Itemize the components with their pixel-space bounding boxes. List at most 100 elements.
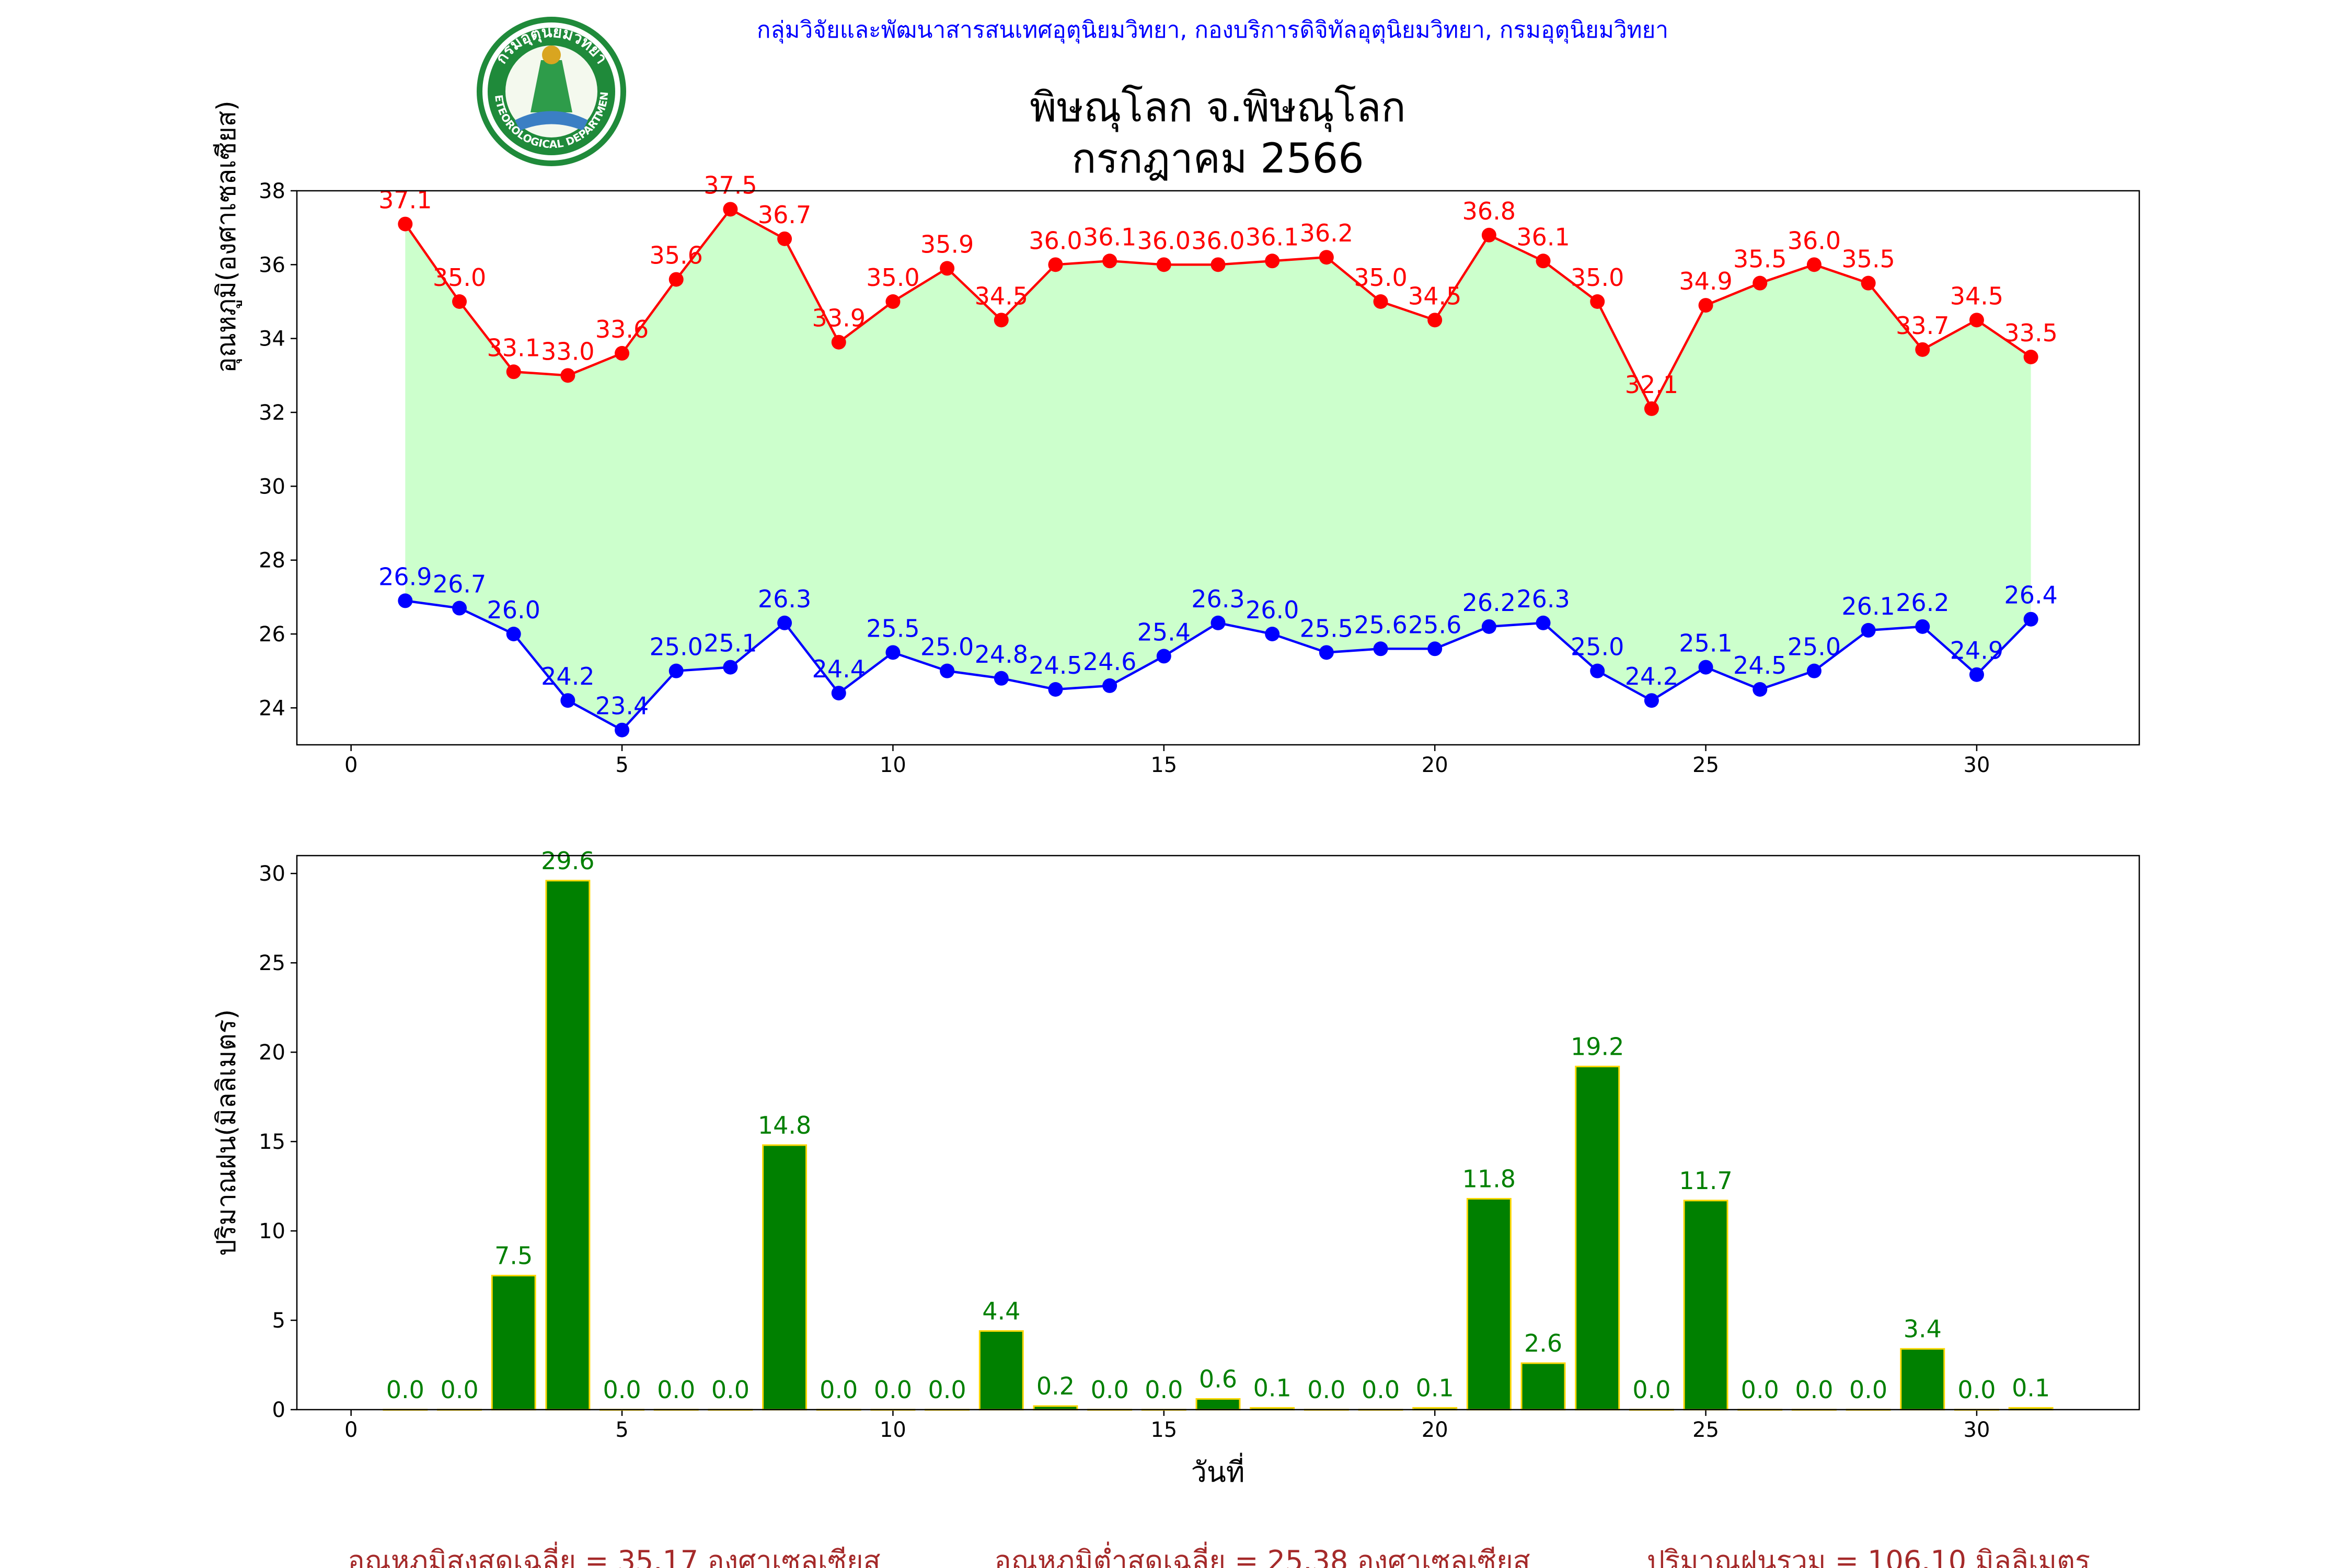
min-temperature-label: 24.2 [1625, 662, 1678, 690]
max-temperature-point [1536, 253, 1551, 269]
rainfall-bar-label: 0.0 [711, 1376, 750, 1404]
temperature-y-axis-label: อุณหภูมิ(องศาเซลเซียส) [211, 100, 242, 373]
max-temperature-point [1102, 253, 1117, 269]
max-temperature-label: 36.0 [1029, 226, 1082, 255]
max-temperature-label: 36.1 [1516, 223, 1570, 251]
y-tick-label: 26 [259, 622, 285, 647]
max-temperature-point [668, 272, 684, 287]
rainfall-bar-label: 0.0 [386, 1376, 424, 1404]
max-temperature-point [2023, 350, 2038, 364]
min-temperature-point [1048, 682, 1063, 697]
max-temperature-label: 36.2 [1300, 219, 1353, 247]
rainfall-bar [978, 1330, 1024, 1411]
max-temperature-label: 36.1 [1246, 223, 1299, 251]
min-temperature-label: 24.5 [1029, 651, 1082, 679]
min-temperature-point [1373, 641, 1388, 656]
min-temperature-label: 26.3 [758, 585, 811, 613]
rainfall-bar-label: 2.6 [1524, 1329, 1562, 1357]
footer-total-rainfall: ปริมาณฝนรวม = 106.10 มิลลิเมตร [1647, 1544, 2090, 1568]
min-temperature-label: 25.6 [1354, 610, 1407, 639]
y-tick-label: 20 [259, 1041, 285, 1065]
rainfall-bar-label: 0.0 [1795, 1376, 1833, 1404]
max-temperature-label: 34.5 [1408, 282, 1461, 310]
x-tick-label: 25 [1692, 753, 1719, 777]
temperature-plot-frame [296, 190, 2140, 746]
min-temperature-point [506, 627, 521, 641]
min-temperature-label: 24.9 [1950, 637, 2003, 665]
min-temperature-label: 25.0 [650, 633, 703, 661]
y-tick-label: 28 [259, 549, 285, 573]
min-temperature-label: 26.0 [487, 596, 540, 624]
max-temperature-point [398, 216, 413, 232]
max-temperature-point [1427, 313, 1443, 328]
max-temperature-label: 34.5 [975, 282, 1028, 310]
x-tick-label: 5 [615, 1418, 628, 1442]
meteorological-department-logo: กรมอุตุนิยมวิทยา METEOROLOGICAL DEPARTME… [477, 17, 626, 166]
rainfall-bar-label: 0.0 [874, 1376, 912, 1404]
max-temperature-label: 33.1 [487, 333, 540, 362]
rainfall-bar [1466, 1198, 1512, 1411]
max-temperature-label: 32.1 [1625, 371, 1678, 399]
min-temperature-point [885, 645, 901, 660]
max-temperature-label: 36.0 [1137, 226, 1191, 255]
min-temperature-point [668, 663, 684, 678]
min-temperature-point [1536, 615, 1551, 630]
min-temperature-point [1156, 649, 1171, 664]
min-temperature-label: 24.6 [1083, 648, 1136, 676]
max-temperature-label: 33.9 [812, 304, 866, 332]
min-temperature-point [2023, 612, 2038, 627]
rainfall-bar-label: 0.6 [1199, 1365, 1237, 1393]
temperature-chart: อุณหภูมิ(องศาเซลเซียส) 0 5 10 15 20 25 30 24 26 2… [211, 100, 2140, 777]
min-temperature-point [994, 671, 1009, 686]
agency-header: กลุ่มวิจัยและพัฒนาสารสนเทศอุตุนิยมวิทยา,… [757, 17, 1668, 44]
x-tick-label: 5 [615, 753, 628, 777]
min-temperature-label: 26.7 [433, 570, 486, 598]
min-temperature-point [831, 686, 846, 701]
min-temperature-point [1481, 619, 1496, 634]
min-temperature-point [1265, 627, 1280, 641]
min-temperature-label: 25.5 [1300, 614, 1353, 642]
max-temperature-point [1644, 401, 1659, 416]
rainfall-bar-label: 0.0 [928, 1376, 966, 1404]
y-tick-label: 15 [259, 1130, 285, 1154]
min-temperature-label: 24.5 [1733, 651, 1786, 679]
rainfall-bar-label: 19.2 [1571, 1032, 1624, 1060]
y-tick-label: 30 [259, 475, 285, 499]
min-temperature-label: 24.4 [812, 655, 866, 683]
max-temperature-label: 33.5 [2004, 319, 2057, 347]
y-tick-label: 5 [272, 1309, 285, 1333]
max-temperature-label: 36.0 [1788, 226, 1841, 255]
max-temperature-point [1698, 298, 1713, 313]
rainfall-bar-label: 7.5 [494, 1242, 533, 1270]
min-temperature-point [560, 693, 575, 708]
rainfall-bar [1575, 1065, 1620, 1411]
x-tick-label: 15 [1150, 753, 1177, 777]
min-temperature-label: 25.1 [704, 629, 757, 658]
y-tick-label: 24 [259, 696, 285, 720]
max-temperature-point [1210, 257, 1226, 272]
min-temperature-point [1590, 663, 1605, 678]
rainfall-bar-label: 0.0 [1091, 1376, 1129, 1404]
max-temperature-point [1969, 313, 1984, 328]
chart-title-station: พิษณุโลก จ.พิษณุโลก [1030, 84, 1406, 132]
rainfall-bar-label: 0.0 [603, 1376, 641, 1404]
y-tick-label: 34 [259, 327, 285, 351]
rainfall-bar-label: 0.0 [1145, 1376, 1183, 1404]
x-tick-label: 15 [1150, 1418, 1177, 1442]
rainfall-bar-label: 3.4 [1904, 1315, 1942, 1343]
max-temperature-point [1373, 294, 1388, 309]
rainfall-bar-label: 0.0 [1741, 1376, 1779, 1404]
rainfall-bar-label: 4.4 [982, 1297, 1020, 1325]
rainfall-bar [1520, 1362, 1566, 1411]
min-temperature-point [1102, 678, 1117, 693]
max-temperature-point [560, 368, 575, 383]
max-temperature-point [1590, 294, 1605, 309]
max-temperature-point [1753, 275, 1768, 291]
max-temperature-label: 35.0 [433, 263, 486, 292]
rainfall-bar-label: 0.0 [1362, 1376, 1400, 1404]
rainfall-bar-label: 0.0 [1957, 1376, 1996, 1404]
max-temperature-point [1806, 257, 1821, 272]
min-temperature-label: 25.5 [866, 614, 919, 642]
min-temperature-label: 24.8 [975, 640, 1028, 668]
footer-average-max-temperature: อุณหภูมิสูงสุดเฉลี่ย = 35.17 องศาเซลเซีย… [348, 1541, 880, 1568]
